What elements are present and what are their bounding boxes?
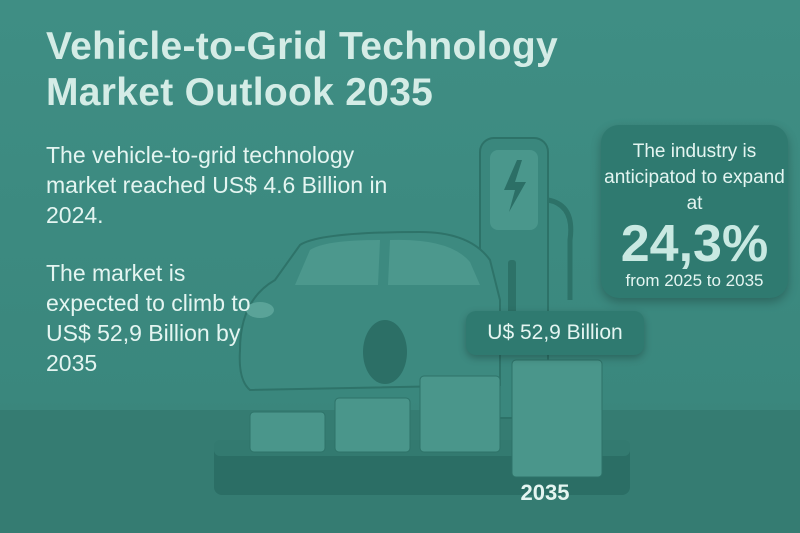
car-illustration <box>238 230 501 392</box>
year-label: 2035 <box>520 480 570 505</box>
growth-rate: 24,3% <box>620 215 769 273</box>
market-2035-text: The market is expected to climb to US$ 5… <box>46 260 251 376</box>
lightning-bolt-icon <box>504 160 526 212</box>
bar-1 <box>249 411 326 453</box>
growth-period: from 2025 to 2035 <box>625 271 764 290</box>
growth-intro: The industry is anticipatod to expand at <box>604 141 785 214</box>
market-2024-text: The vehicle-to-grid technology market re… <box>46 142 388 228</box>
growth-card: The industry is anticipatod to expand at… <box>601 125 788 298</box>
bar-3 <box>419 375 501 453</box>
page-title: Vehicle-to-Grid Technology Market Outlook… <box>46 25 558 114</box>
value-label: U$ 52,9 Billion <box>466 311 644 355</box>
bar-2 <box>334 397 411 453</box>
bar-4 <box>511 359 603 478</box>
